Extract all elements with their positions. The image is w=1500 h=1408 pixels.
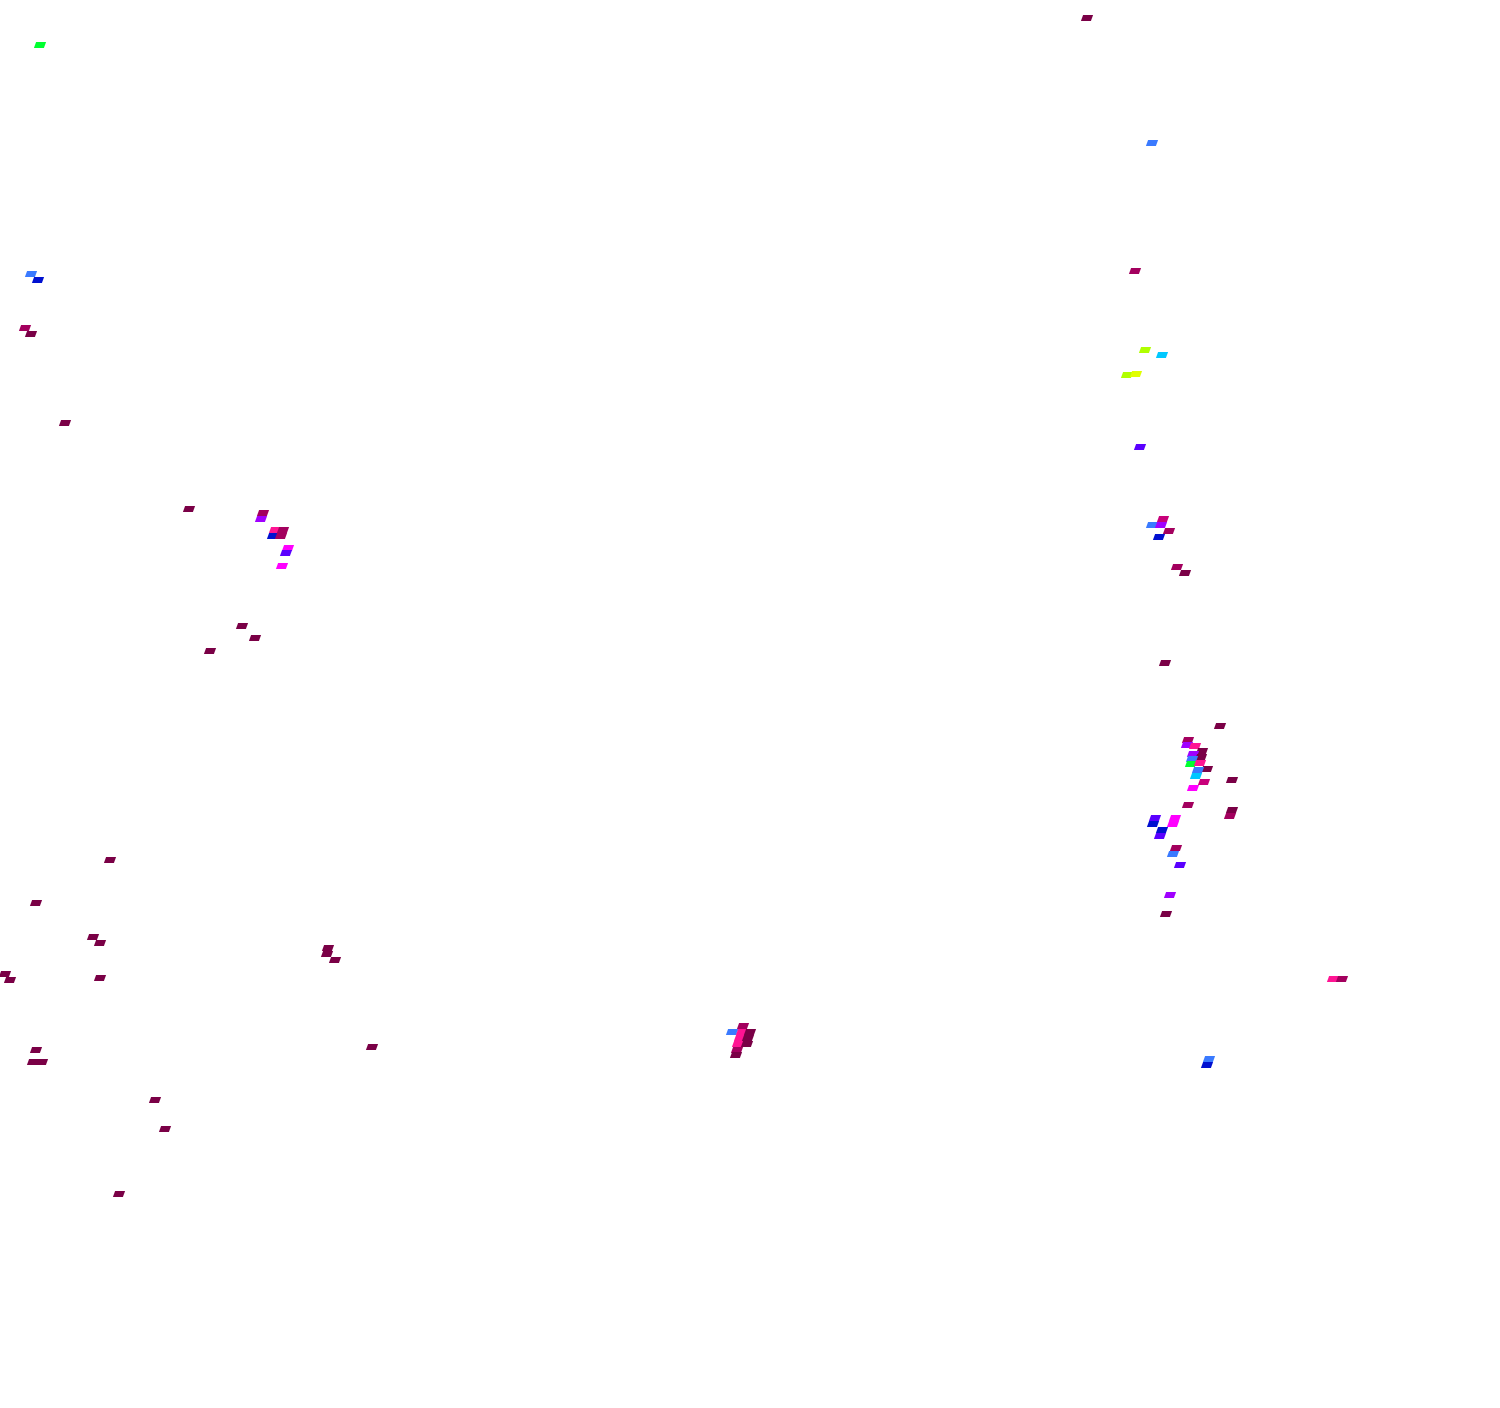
precip-cell-maroon [93, 975, 107, 981]
precip-cell-maroon [1225, 777, 1239, 783]
precip-cell-maroon [29, 1047, 43, 1053]
precip-cell-cyan [1155, 352, 1169, 358]
precip-cell-maroon [158, 1126, 172, 1132]
precip-cell-maroon [103, 857, 117, 863]
precip-cell-maroon [112, 1191, 126, 1197]
precip-cell-maroon [24, 331, 38, 337]
precip-cell-sky [1166, 851, 1180, 857]
precip-cell-yellow [1129, 371, 1143, 377]
precip-cell-maroon [248, 635, 262, 641]
precip-cell-violet [254, 516, 268, 522]
precip-cell-crimson [1223, 813, 1237, 819]
precip-cell-maroon [29, 900, 43, 906]
precip-cell-crimson [1335, 976, 1349, 982]
precip-cell-maroon [35, 1059, 49, 1065]
precip-cell-maroon [235, 623, 249, 629]
precip-cell-maroon [3, 977, 17, 983]
precip-cell-green [33, 42, 47, 48]
precip-cell-sky [1145, 140, 1159, 146]
precip-cell-blue [31, 277, 45, 283]
precip-cell-magenta [275, 563, 289, 569]
precip-cell-maroon [328, 957, 342, 963]
precip-cell-crimson [1128, 268, 1142, 274]
precip-cell-maroon [1178, 570, 1192, 576]
precip-cell-magenta [1186, 785, 1200, 791]
precip-cell-blue [1200, 1062, 1214, 1068]
precip-cell-violet [1163, 892, 1177, 898]
precip-cell-indigo [279, 550, 293, 556]
precip-cell-maroon [1158, 660, 1172, 666]
precip-cell-maroon [729, 1052, 743, 1058]
precip-cell-blue [1152, 534, 1166, 540]
precip-cell-magenta [1166, 821, 1180, 827]
precip-cell-maroon [365, 1044, 379, 1050]
precip-cell-crimson [274, 533, 288, 539]
precip-cell-maroon [1213, 723, 1227, 729]
precip-cell-magenta-deep [1197, 779, 1211, 785]
precip-cell-indigo [1153, 833, 1167, 839]
precip-cell-maroon [58, 420, 72, 426]
precip-cell-indigo [1173, 862, 1187, 868]
precip-cell-maroon [93, 940, 107, 946]
precip-cell-maroon [203, 648, 217, 654]
precip-cell-lime [1138, 347, 1152, 353]
precip-cell-indigo [1133, 444, 1147, 450]
precip-cell-maroon [182, 506, 196, 512]
precip-cell-maroon [148, 1097, 162, 1103]
precip-cell-maroon [1080, 15, 1094, 21]
precip-cell-crimson [1181, 802, 1195, 808]
precip-cell-maroon [1159, 911, 1173, 917]
